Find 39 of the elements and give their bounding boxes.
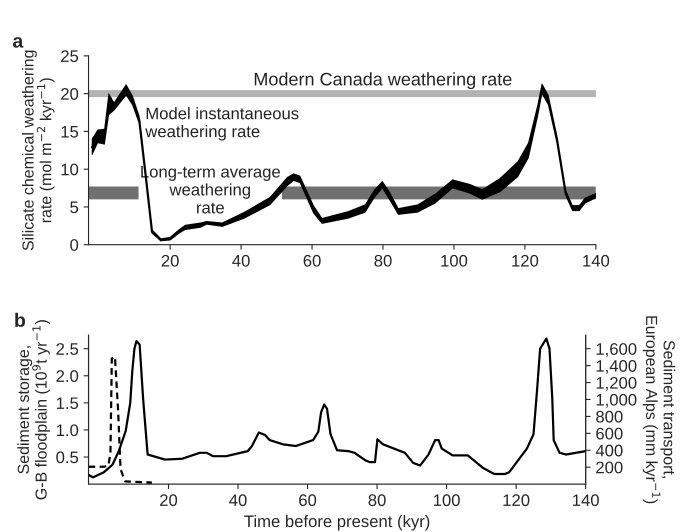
x-tick-label: 100 bbox=[434, 494, 460, 506]
y-axis-title: Silicate chemical weathering rate (mol m$^{−2}$ kyr$^{−1}$) bbox=[22, 50, 55, 250]
x-tick-label: 100 bbox=[441, 254, 468, 267]
y2-tick-label: 1,400 bbox=[596, 360, 636, 374]
y-tick-label: 1.0 bbox=[56, 424, 78, 436]
y-tick-label: 5 bbox=[70, 202, 78, 214]
ref-line-label: Modern Canada weathering rate bbox=[254, 72, 512, 90]
x-tick-label: 20 bbox=[162, 254, 179, 267]
y2-tick-label: 1,600 bbox=[596, 343, 636, 357]
x-tick-label: 60 bbox=[304, 254, 321, 267]
y-tick-label: 15 bbox=[62, 126, 78, 138]
x-tick-label: 80 bbox=[374, 254, 392, 267]
y-tick-label: 2.5 bbox=[56, 343, 78, 355]
y2-tick-label: 1,200 bbox=[596, 376, 636, 391]
x-tick-label: 20 bbox=[160, 494, 178, 506]
x-tick-label: 80 bbox=[368, 494, 386, 506]
x-tick-label: 40 bbox=[232, 254, 250, 267]
x-tick-label: 60 bbox=[299, 494, 316, 506]
x-tick-label: 40 bbox=[229, 494, 247, 506]
y-tick-label: 1.5 bbox=[56, 397, 78, 410]
y2-tick-label: 400 bbox=[596, 444, 623, 456]
y2-tick-label: 200 bbox=[596, 462, 623, 474]
x-tick-label: 120 bbox=[504, 494, 530, 506]
annotation: Model instantaneous weathering rate bbox=[145, 107, 299, 141]
chart-title: a bbox=[13, 37, 24, 48]
x-tick-label: 120 bbox=[512, 254, 538, 267]
y2-tick-label: 800 bbox=[596, 410, 623, 423]
y-tick-label: 25 bbox=[61, 50, 78, 62]
y-tick-label: 20 bbox=[61, 88, 78, 100]
x-tick-label: 140 bbox=[573, 494, 599, 506]
x-tick-label: 140 bbox=[583, 254, 610, 267]
x-axis-title: Time before present (kyr) bbox=[244, 514, 430, 530]
y2-tick-label: 1,000 bbox=[596, 394, 636, 408]
y-tick-label: 2.0 bbox=[56, 370, 78, 382]
y-tick-label: 0.5 bbox=[56, 451, 78, 464]
y2-axis-title: Sediment transport, European Alps (mm kyr$^{−1}$) bbox=[642, 316, 676, 504]
y-tick-label: 0 bbox=[70, 239, 78, 251]
y-tick-label: 10 bbox=[62, 164, 78, 176]
y2-tick-label: 600 bbox=[596, 428, 623, 440]
